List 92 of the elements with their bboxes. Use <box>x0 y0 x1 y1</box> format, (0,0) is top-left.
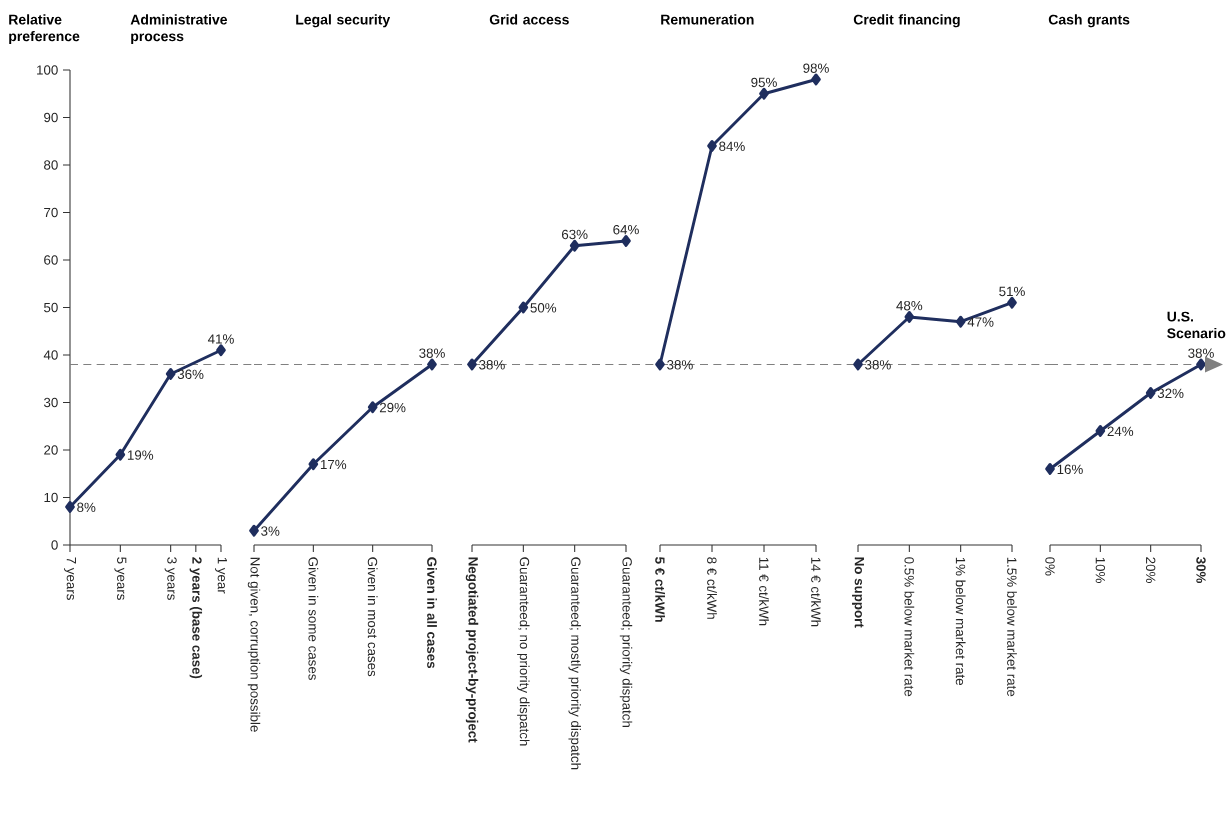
data-label: 64% <box>613 224 639 235</box>
x-tick-label: 10% <box>1095 557 1106 583</box>
x-tick-label: Not given, corruption possible <box>247 557 261 732</box>
data-label: 41% <box>207 334 234 344</box>
point <box>467 358 477 371</box>
point <box>759 87 769 100</box>
x-tick-label: 1.5% below market rate <box>1007 557 1017 697</box>
x-tick-label: Negotiated project-by-project <box>465 557 479 743</box>
data-label: 3% <box>261 526 280 536</box>
point <box>904 311 915 323</box>
point <box>853 358 863 371</box>
x-tick-label: 11 € ct/kWh <box>759 557 769 626</box>
x-tick-label: 1% below market rate <box>955 557 966 686</box>
x-tick-label: Given in all cases <box>427 557 437 669</box>
x-tick-label: 0% <box>1045 557 1055 576</box>
point <box>1196 358 1206 371</box>
data-label: 17% <box>320 459 347 470</box>
data-label: 36% <box>177 369 204 380</box>
data-label: 19% <box>127 450 154 460</box>
data-label: 50% <box>530 303 557 313</box>
chart-title: Grid access <box>489 14 569 25</box>
y-axis-title: Relative preference <box>9 14 80 44</box>
point <box>115 448 126 461</box>
data-label: 29% <box>379 402 406 413</box>
x-tick-label: Guaranteed; no priority dispatch <box>517 557 530 746</box>
data-label: 47% <box>967 317 994 327</box>
x-tick-label: 2 years (base case) <box>189 557 203 679</box>
x-tick-label: Given in most cases <box>367 557 378 677</box>
data-label: 98% <box>803 63 829 73</box>
point <box>1007 296 1017 309</box>
data-label: 38% <box>1188 348 1214 358</box>
x-tick-label: Given in some cases <box>308 557 319 680</box>
data-label: 51% <box>999 286 1025 297</box>
x-tick-label: 5 € ct/kWh <box>655 557 665 622</box>
chart-title: Legal security <box>296 14 391 28</box>
x-tick-label: 1 year <box>215 557 227 594</box>
data-label: 38% <box>667 360 693 370</box>
x-tick-label: 0.5% below market rate <box>904 557 915 697</box>
point <box>1045 463 1055 475</box>
x-tick-label: 8 € ct/kWh <box>707 557 717 619</box>
x-tick-label: 14 € ct/kWh <box>811 557 821 627</box>
point <box>308 458 319 471</box>
data-label: 95% <box>751 77 777 88</box>
y-tick-label: 0 <box>51 540 58 550</box>
point <box>65 501 75 513</box>
x-tick-label: No support <box>852 557 864 628</box>
data-label: 8% <box>77 502 96 513</box>
point <box>427 358 437 371</box>
y-tick-label: 60 <box>44 255 58 265</box>
y-tick-label: 90 <box>44 112 58 123</box>
point <box>249 524 259 537</box>
point <box>216 344 226 357</box>
x-tick-label: 5 years <box>114 557 127 600</box>
data-label: 38% <box>479 360 505 370</box>
point <box>655 358 665 371</box>
data-label: 63% <box>562 229 588 240</box>
data-label: 16% <box>1057 464 1083 475</box>
chart-title: Administrative process <box>130 14 228 44</box>
data-label: 48% <box>896 300 923 311</box>
data-label: 38% <box>419 348 445 358</box>
y-tick-label: 40 <box>43 350 58 360</box>
x-tick-label: 7 years <box>64 557 76 600</box>
point <box>1145 387 1156 399</box>
point <box>569 239 580 252</box>
x-tick-label: 3 years <box>164 557 177 600</box>
chart-title: Credit financing <box>853 14 960 28</box>
point <box>367 401 378 414</box>
data-label: 84% <box>719 141 745 152</box>
point <box>707 140 717 152</box>
y-tick-label: 100 <box>37 65 58 75</box>
y-tick-label: 10 <box>44 492 58 503</box>
y-tick-label: 30 <box>43 397 58 408</box>
x-tick-label: 20% <box>1145 557 1156 583</box>
y-tick-label: 20 <box>44 445 58 455</box>
data-label: 32% <box>1157 388 1184 399</box>
y-tick-label: 80 <box>44 160 58 170</box>
chart-title: Cash grants <box>1048 14 1130 28</box>
annotation: U.S. Scenario <box>1167 311 1226 339</box>
point <box>1095 425 1106 437</box>
data-label: 38% <box>865 360 891 370</box>
x-tick-label: Guaranteed; priority dispatch <box>619 557 633 727</box>
y-tick-label: 70 <box>44 207 58 218</box>
point <box>518 301 529 314</box>
x-tick-label: Guaranteed; mostly priority dispatch <box>568 557 581 770</box>
point <box>621 235 631 247</box>
y-tick-label: 50 <box>44 302 58 313</box>
point <box>165 368 176 380</box>
chart-title: Remuneration <box>661 14 754 25</box>
point <box>955 315 966 328</box>
point <box>811 73 821 86</box>
data-label: 24% <box>1107 426 1134 436</box>
x-tick-label: 30% <box>1196 557 1206 584</box>
